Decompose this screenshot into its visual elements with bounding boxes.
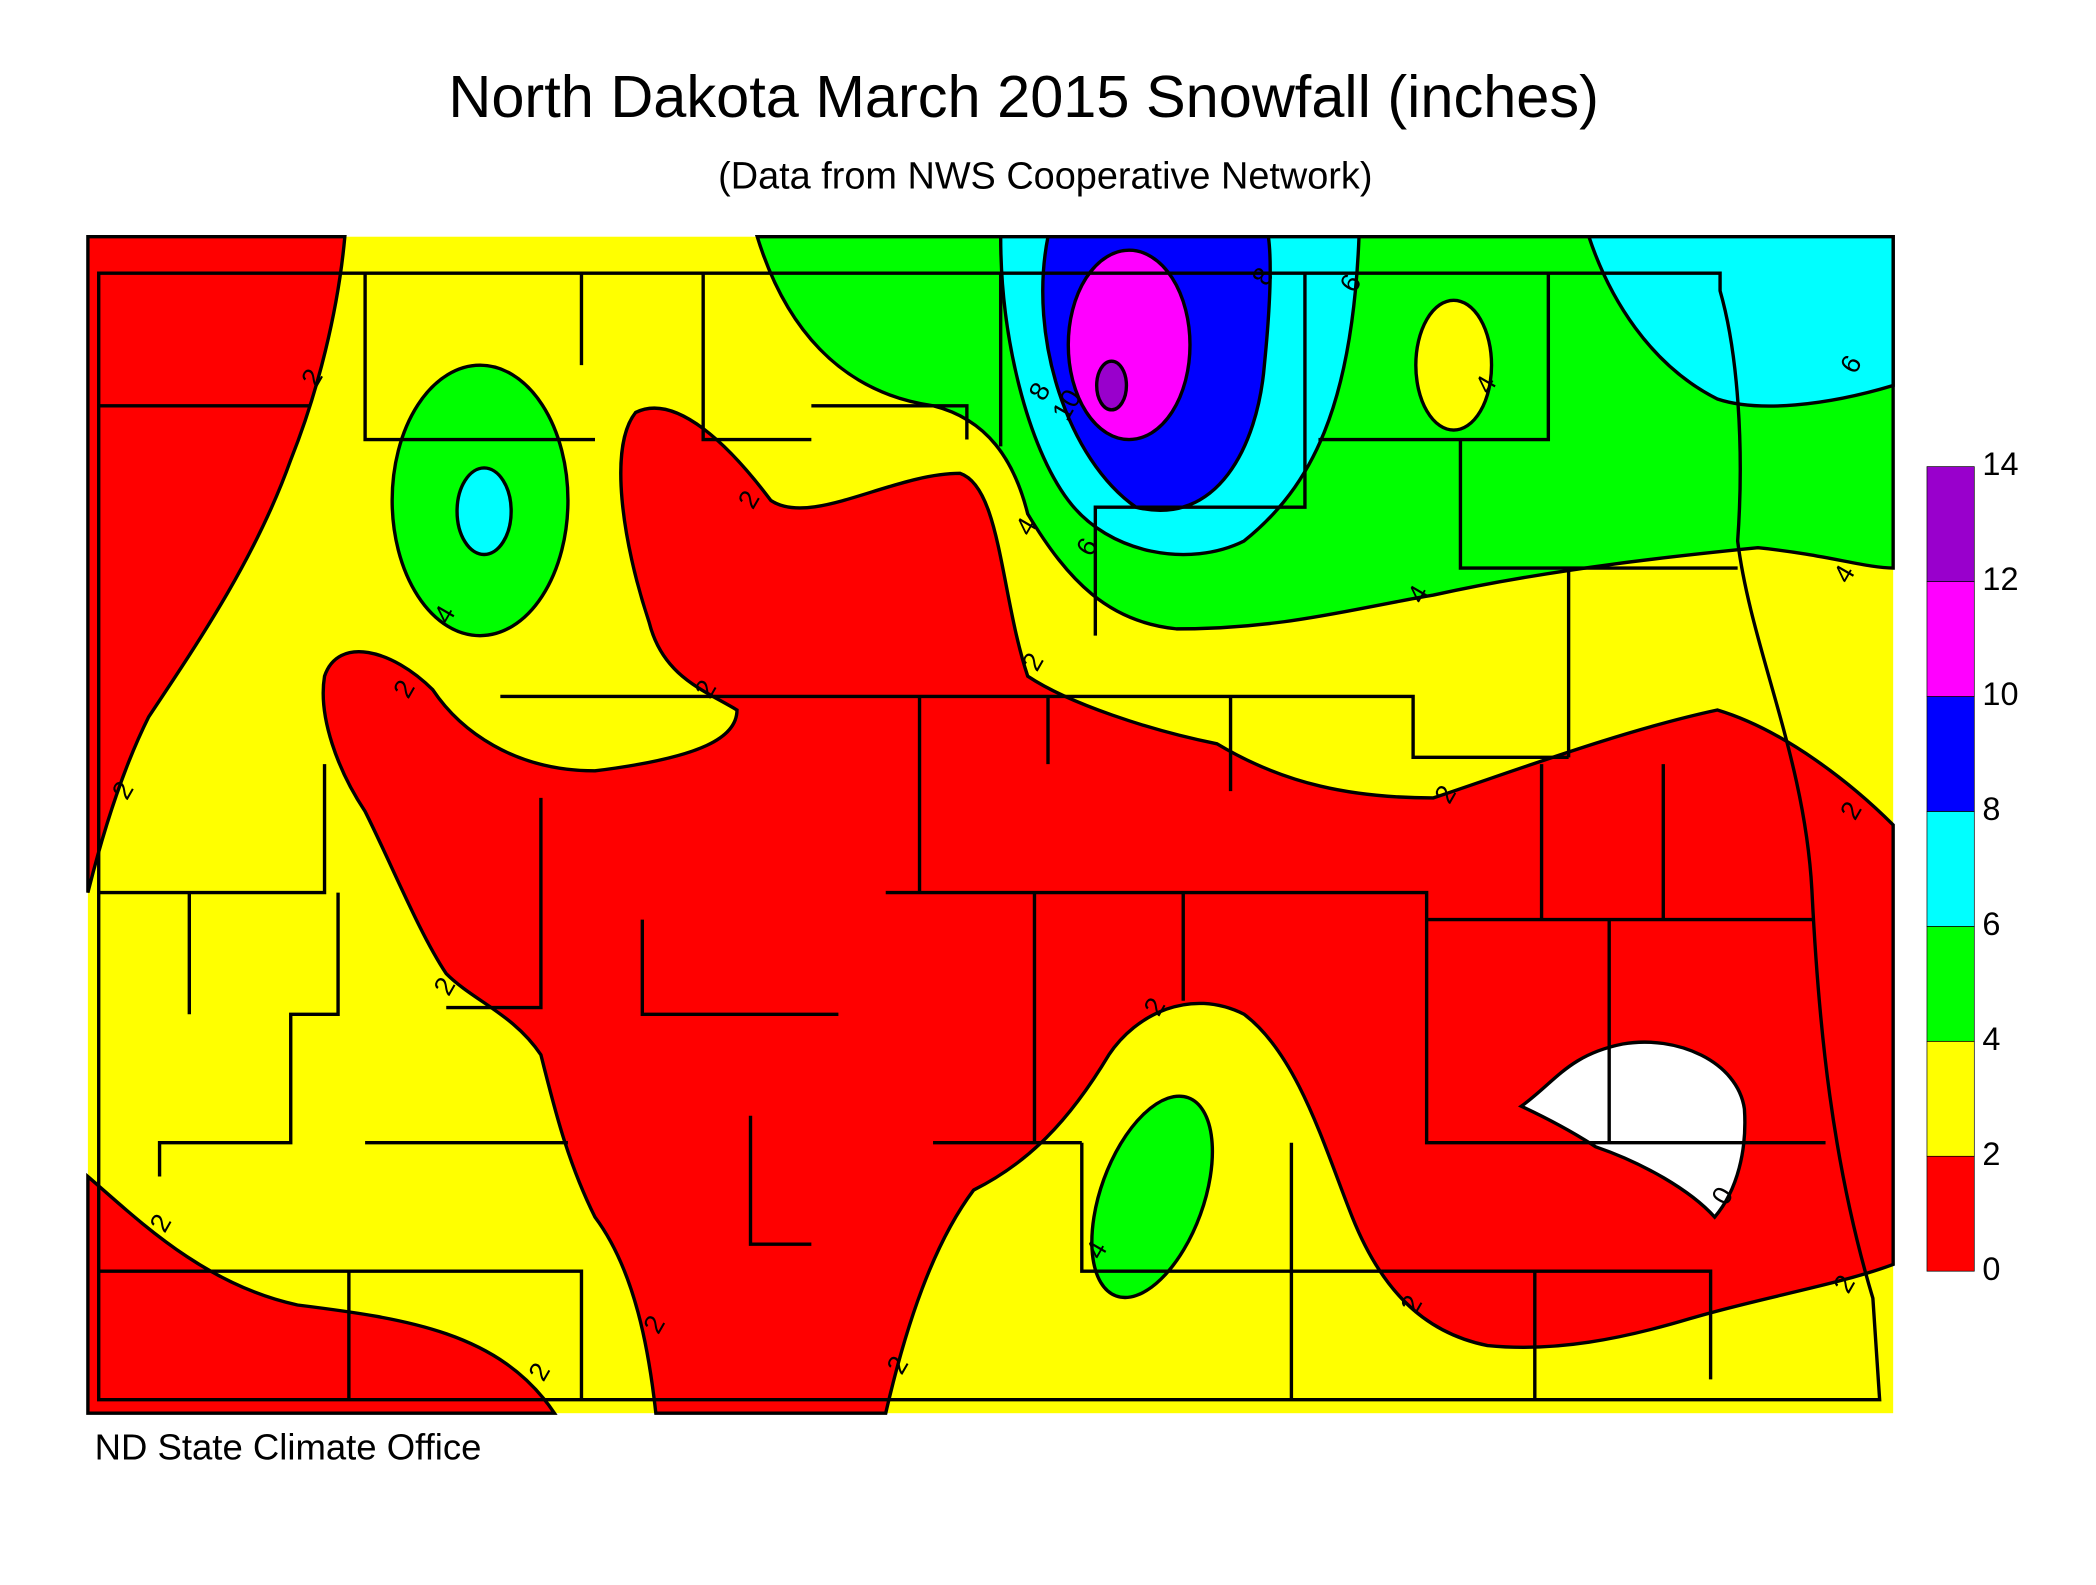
region-12-14 xyxy=(1094,359,1129,412)
region-6-8 xyxy=(455,466,513,557)
region-0-2 xyxy=(86,1172,558,1415)
legend-tick-label: 10 xyxy=(1982,676,2018,712)
legend-tick-label: 4 xyxy=(1982,1021,2000,1057)
region-0-2 xyxy=(321,406,1895,1415)
legend-tick-label: 6 xyxy=(1982,906,2000,942)
region-10-12 xyxy=(1066,248,1192,442)
legend-tick-label: 14 xyxy=(1982,446,2018,482)
region-2-4 xyxy=(1414,298,1494,432)
legend-swatch xyxy=(1926,1040,1975,1157)
legend-tick-label: 8 xyxy=(1982,791,2000,827)
footer: ND State Climate Office xyxy=(95,1426,482,1467)
legend-swatch xyxy=(1926,1155,1975,1272)
region-below-0 xyxy=(1517,1040,1747,1220)
county-lines xyxy=(97,271,1882,1402)
legend-swatch xyxy=(1926,926,1975,1042)
region-4-6 xyxy=(1090,1094,1215,1300)
legend: 0 2 4 6 8 10 12 14 xyxy=(1926,446,2019,1287)
legend-tick-label: 0 xyxy=(1982,1251,2000,1287)
legend-swatch xyxy=(1926,696,1975,812)
legend-swatch xyxy=(1926,581,1975,697)
region-6-8 xyxy=(1586,235,1895,408)
region-0-2 xyxy=(86,235,347,893)
legend-swatch xyxy=(1926,466,1975,582)
legend-swatch xyxy=(1926,811,1975,927)
legend-tick-label: 12 xyxy=(1982,561,2018,597)
legend-tick-label: 2 xyxy=(1982,1136,2000,1172)
subtitle: (Data from NWS Cooperative Network) xyxy=(718,156,1372,198)
title: North Dakota March 2015 Snowfall (inches… xyxy=(448,63,1599,130)
